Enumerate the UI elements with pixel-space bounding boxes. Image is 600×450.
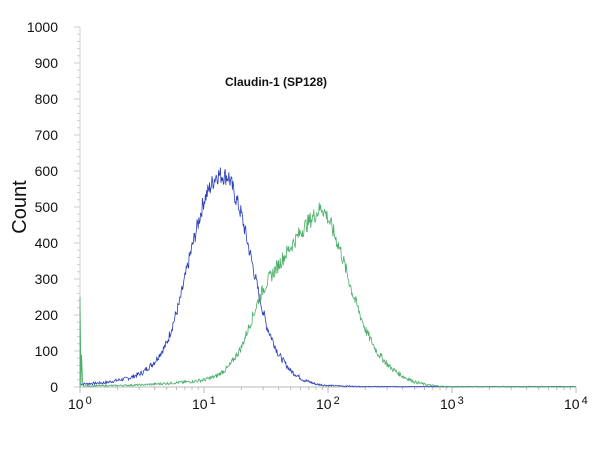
x-tick-label: 10 0: [68, 395, 92, 412]
x-tick-label: 10 1: [192, 395, 216, 412]
y-tick-label: 600: [35, 163, 59, 179]
y-tick-label: 900: [35, 55, 59, 71]
y-tick-label: 0: [50, 379, 58, 395]
y-tick-label: 200: [35, 307, 59, 323]
y-tick-label: 300: [35, 271, 59, 287]
x-tick-label: 10 4: [564, 395, 588, 412]
y-tick-label: 100: [35, 343, 59, 359]
y-tick-label: 500: [35, 199, 59, 215]
y-tick-label: 400: [35, 235, 59, 251]
series-line-2: [79, 202, 577, 388]
x-tick-label: 10 3: [440, 395, 464, 412]
x-tick-label: 10 2: [316, 395, 340, 412]
y-tick-label: 1000: [27, 19, 58, 35]
y-tick-label: 700: [35, 127, 59, 143]
y-tick-label: 800: [35, 91, 59, 107]
y-axis-label: Count: [9, 180, 31, 234]
chart-title: Claudin-1 (SP128): [225, 75, 327, 89]
series-line-1: [79, 167, 576, 388]
